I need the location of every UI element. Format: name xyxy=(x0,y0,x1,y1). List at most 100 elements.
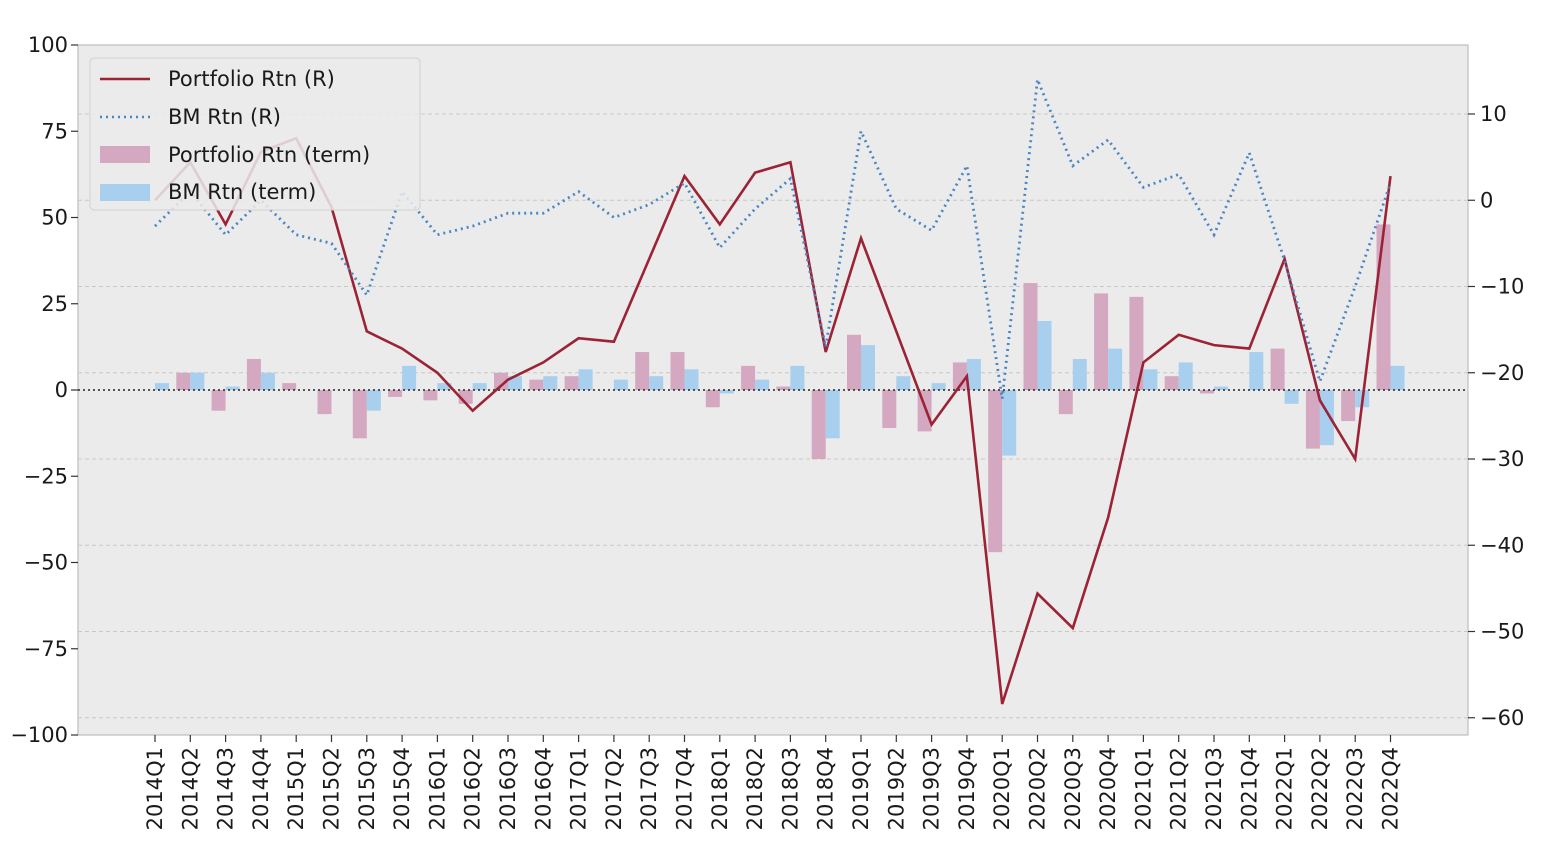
bar-bm-term xyxy=(578,369,593,390)
left-tick-label: −25 xyxy=(24,464,68,488)
x-axis: 2014Q1 2014Q2 2014Q3 2014Q4 2015Q1 2015Q2 2015… xyxy=(143,735,1403,830)
bar-bm-term xyxy=(1072,358,1087,390)
x-tick-label: 2015Q3 xyxy=(355,747,379,830)
bar-portfolio-term xyxy=(1376,224,1391,390)
left-tick-label: 0 xyxy=(55,378,68,402)
left-tick-label: 50 xyxy=(41,206,68,230)
x-tick-label: 2019Q3 xyxy=(920,747,944,830)
x-tick-label: 2017Q4 xyxy=(673,747,697,830)
x-tick-label: 2016Q4 xyxy=(531,747,555,830)
right-tick-label: −40 xyxy=(1480,533,1524,557)
left-tick-label: −75 xyxy=(24,637,68,661)
bar-bm-term xyxy=(1037,321,1052,390)
right-y-axis: 10 0 −10 −20 −30 −40 −50 −60 xyxy=(1468,102,1524,730)
x-tick-label: 2021Q2 xyxy=(1167,747,1191,830)
bar-portfolio-term xyxy=(1341,390,1356,422)
right-tick-label: −60 xyxy=(1480,706,1524,730)
bar-bm-term xyxy=(190,372,205,390)
bar-bm-term xyxy=(825,390,840,439)
bar-bm-term xyxy=(437,383,452,390)
bar-portfolio-term xyxy=(246,358,261,390)
legend-label-portfolio-line: Portfolio Rtn (R) xyxy=(168,67,335,91)
x-tick-label: 2022Q2 xyxy=(1308,747,1332,830)
x-tick-label: 2021Q3 xyxy=(1202,747,1226,830)
bar-portfolio-term xyxy=(988,390,1003,553)
x-tick-label: 2015Q4 xyxy=(390,747,414,830)
legend-label-bm-bar: BM Rtn (term) xyxy=(168,180,316,204)
bar-portfolio-term xyxy=(1058,390,1073,415)
legend-swatch-portfolio-bar xyxy=(100,146,150,163)
bar-bm-term xyxy=(1178,362,1193,390)
bar-bm-term xyxy=(649,376,664,390)
x-tick-label: 2014Q2 xyxy=(178,747,202,830)
bar-portfolio-term xyxy=(741,365,756,390)
bar-portfolio-term xyxy=(317,390,332,415)
bar-portfolio-term xyxy=(1129,296,1144,390)
x-tick-label: 2014Q1 xyxy=(143,747,167,830)
right-tick-label: 10 xyxy=(1480,102,1507,126)
bar-bm-term xyxy=(1214,386,1228,390)
bar-portfolio-term xyxy=(388,390,403,397)
x-tick-label: 2020Q2 xyxy=(1026,747,1050,830)
bar-portfolio-term xyxy=(352,390,367,439)
x-tick-label: 2018Q2 xyxy=(743,747,767,830)
x-tick-label: 2020Q4 xyxy=(1096,747,1120,830)
bar-bm-term xyxy=(366,390,381,411)
x-tick-label: 2016Q2 xyxy=(461,747,485,830)
bar-bm-term xyxy=(931,383,946,390)
bar-bm-term xyxy=(896,376,911,390)
x-tick-label: 2016Q1 xyxy=(425,747,449,830)
bar-portfolio-term xyxy=(1023,283,1038,390)
x-tick-label: 2017Q1 xyxy=(567,747,591,830)
x-tick-label: 2020Q1 xyxy=(990,747,1014,830)
bar-portfolio-term xyxy=(847,334,861,390)
bar-bm-term xyxy=(1249,352,1264,390)
bar-bm-term xyxy=(1108,348,1123,390)
bar-bm-term xyxy=(508,376,522,390)
bar-portfolio-term xyxy=(1305,390,1320,449)
x-tick-label: 2017Q3 xyxy=(637,747,661,830)
left-tick-label: −50 xyxy=(24,551,68,575)
bar-bm-term xyxy=(966,358,981,390)
bar-bm-term xyxy=(613,379,628,390)
left-tick-label: 25 xyxy=(41,292,68,316)
bar-portfolio-term xyxy=(635,352,650,390)
bar-portfolio-term xyxy=(705,390,720,408)
series-line-portfolio xyxy=(154,136,1392,705)
x-tick-label: 2018Q1 xyxy=(708,747,732,830)
left-tick-label: 75 xyxy=(41,119,68,143)
legend-box xyxy=(89,57,421,211)
right-tick-label: −20 xyxy=(1480,361,1524,385)
x-tick-label: 2020Q3 xyxy=(1061,747,1085,830)
x-tick-label: 2022Q4 xyxy=(1379,747,1403,830)
bar-bm-term xyxy=(1143,369,1158,390)
bar-bm-term xyxy=(755,379,770,390)
bar-portfolio-term xyxy=(211,390,226,411)
bar-portfolio-term xyxy=(176,372,191,390)
bar-portfolio-term xyxy=(776,386,791,390)
left-tick-label: 100 xyxy=(28,33,68,57)
right-tick-label: −10 xyxy=(1480,275,1524,299)
bar-bm-term xyxy=(790,365,805,390)
bar-portfolio-term xyxy=(494,372,508,390)
legend-label-bm-line: BM Rtn (R) xyxy=(168,105,281,129)
x-tick-label: 2021Q1 xyxy=(1131,747,1155,830)
legend-label-portfolio-bar: Portfolio Rtn (term) xyxy=(168,143,370,167)
bar-bm-term xyxy=(1002,390,1017,456)
x-tick-label: 2015Q1 xyxy=(284,747,308,830)
bar-portfolio-term xyxy=(670,352,685,390)
x-tick-label: 2021Q4 xyxy=(1237,747,1261,830)
bar-bm-term xyxy=(225,386,240,390)
bar-series-group xyxy=(141,224,1405,553)
x-tick-label: 2014Q4 xyxy=(249,747,273,830)
bar-bm-term xyxy=(260,372,275,390)
bar-bm-term xyxy=(402,365,417,390)
legend-swatch-bm-bar xyxy=(100,184,150,201)
bar-portfolio-term xyxy=(882,390,897,428)
right-tick-label: 0 xyxy=(1480,188,1493,212)
bar-bm-term xyxy=(472,383,487,390)
x-tick-label: 2022Q1 xyxy=(1273,747,1297,830)
right-tick-label: −30 xyxy=(1480,447,1524,471)
x-tick-label: 2014Q3 xyxy=(214,747,238,830)
